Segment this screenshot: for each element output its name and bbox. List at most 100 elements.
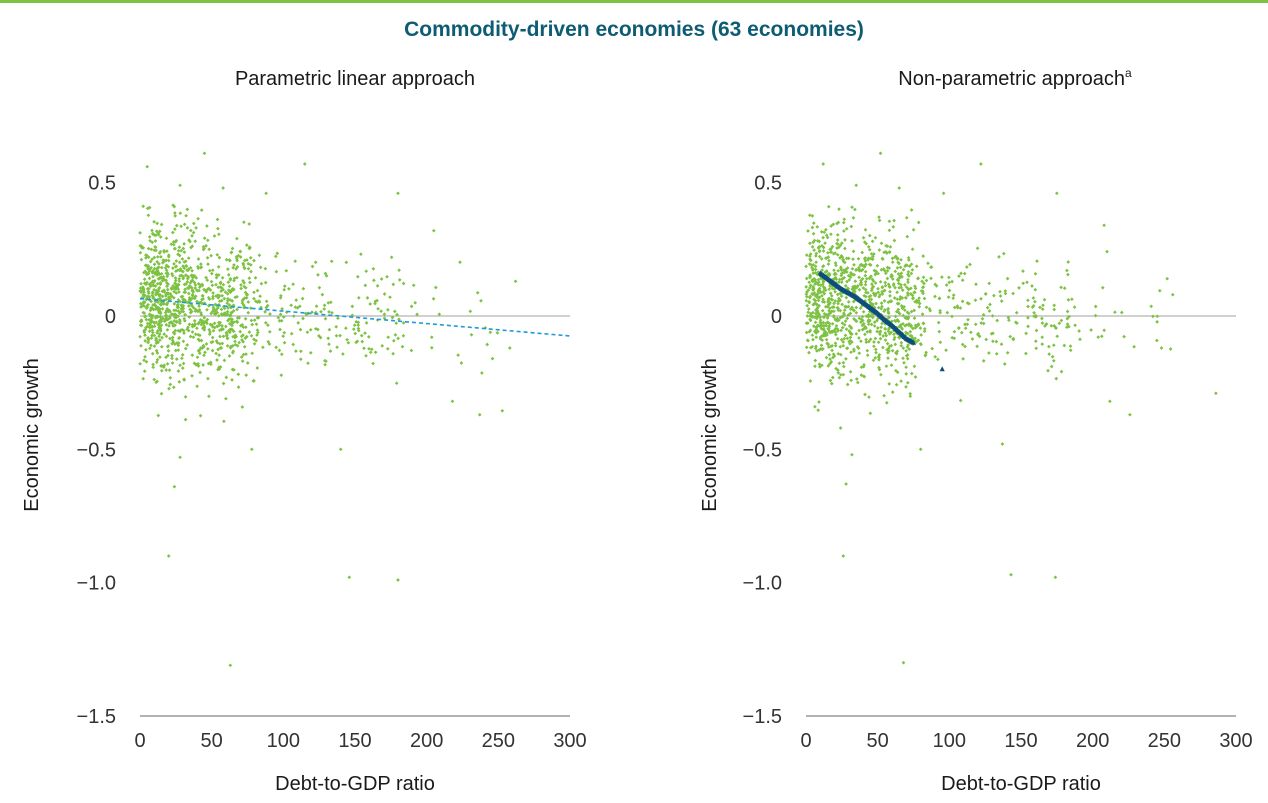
scatter-point — [835, 316, 840, 321]
scatter-point — [830, 321, 835, 326]
scatter-point — [884, 333, 889, 338]
y-tick-label: 0.5 — [754, 173, 782, 195]
scatter-point — [279, 373, 284, 378]
scatter-point — [1119, 310, 1124, 315]
scatter-point — [336, 316, 340, 321]
scatter-point — [1030, 284, 1034, 288]
scatter-point — [809, 262, 813, 267]
scatter-point — [144, 359, 149, 364]
scatter-point — [973, 322, 978, 327]
scatter-point — [843, 319, 848, 323]
scatter-point — [324, 274, 329, 278]
scatter-point — [974, 282, 978, 287]
scatter-point — [196, 216, 200, 221]
scatter-point — [850, 266, 855, 271]
scatter-point — [233, 339, 237, 344]
scatter-point — [952, 336, 957, 341]
scatter-point — [367, 346, 371, 351]
scatter-point — [150, 240, 155, 245]
x-tick-label: 100 — [267, 730, 300, 752]
scatter-point — [804, 345, 809, 350]
scatter-point — [904, 348, 908, 353]
scatter-point — [154, 348, 159, 353]
scatter-point — [863, 269, 868, 274]
scatter-point — [906, 280, 910, 285]
scatter-point — [162, 290, 167, 295]
scatter-point — [216, 285, 221, 290]
scatter-point — [937, 296, 942, 301]
scatter-point — [896, 307, 901, 312]
scatter-point — [146, 264, 151, 268]
scatter-point — [190, 353, 195, 357]
scatter-point — [1066, 272, 1070, 277]
scatter-point — [851, 216, 856, 220]
scatter-point — [852, 263, 856, 267]
scatter-point — [232, 276, 237, 281]
scatter-point — [814, 254, 818, 258]
scatter-point — [188, 334, 193, 339]
scatter-point — [293, 305, 298, 310]
scatter-point — [267, 342, 272, 346]
scatter-point — [168, 382, 173, 387]
scatter-point — [298, 357, 303, 362]
scatter-point — [372, 278, 376, 283]
scatter-point — [909, 309, 914, 314]
scatter-point — [878, 151, 883, 156]
scatter-point — [854, 305, 859, 310]
scatter-point — [881, 267, 886, 271]
scatter-point — [338, 333, 342, 338]
x-axis-label: Debt-to-GDP ratio — [275, 773, 435, 795]
scatter-point — [158, 326, 163, 331]
scatter-point — [154, 360, 159, 365]
scatter-point — [500, 408, 505, 413]
scatter-point — [193, 309, 198, 314]
scatter-point — [244, 373, 249, 377]
scatter-point — [226, 280, 231, 285]
scatter-point — [191, 335, 196, 340]
scatter-point — [858, 306, 863, 311]
scatter-point — [909, 323, 913, 328]
scatter-point — [916, 276, 920, 281]
scatter-point — [1002, 362, 1007, 366]
scatter-point — [864, 337, 868, 342]
scatter-point — [870, 315, 875, 320]
scatter-point — [400, 344, 405, 349]
scatter-point — [252, 341, 257, 346]
scatter-point — [171, 385, 176, 390]
scatter-point — [822, 287, 827, 292]
scatter-point — [190, 330, 195, 334]
scatter-point — [173, 239, 178, 244]
scatter-point — [401, 321, 406, 325]
scatter-point — [987, 281, 992, 286]
scatter-point — [899, 283, 903, 287]
scatter-point — [219, 312, 224, 316]
scatter-point — [291, 314, 296, 318]
scatter-point — [922, 281, 926, 286]
scatter-point — [291, 282, 295, 287]
scatter-point — [245, 361, 250, 365]
scatter-point — [182, 282, 187, 287]
scatter-point — [846, 273, 851, 278]
scatter-point — [162, 277, 167, 282]
scatter-point — [291, 342, 296, 347]
scatter-point — [214, 351, 218, 356]
scatter-point — [255, 366, 260, 370]
scatter-point — [1025, 280, 1029, 285]
scatter-point — [172, 319, 177, 323]
scatter-point — [938, 308, 942, 313]
scatter-point — [228, 298, 233, 302]
scatter-point — [181, 276, 186, 281]
scatter-point — [217, 353, 221, 357]
scatter-point — [469, 332, 474, 337]
scatter-point — [970, 337, 975, 341]
scatter-point — [227, 284, 232, 289]
scatter-point — [983, 292, 988, 296]
scatter-point — [168, 375, 173, 380]
scatter-point — [210, 268, 215, 273]
scatter-point — [811, 285, 816, 289]
scatter-point — [176, 348, 181, 352]
scatter-point — [148, 321, 153, 325]
scatter-point — [917, 296, 921, 301]
scatter-point — [397, 317, 401, 322]
scatter-point — [875, 326, 880, 330]
